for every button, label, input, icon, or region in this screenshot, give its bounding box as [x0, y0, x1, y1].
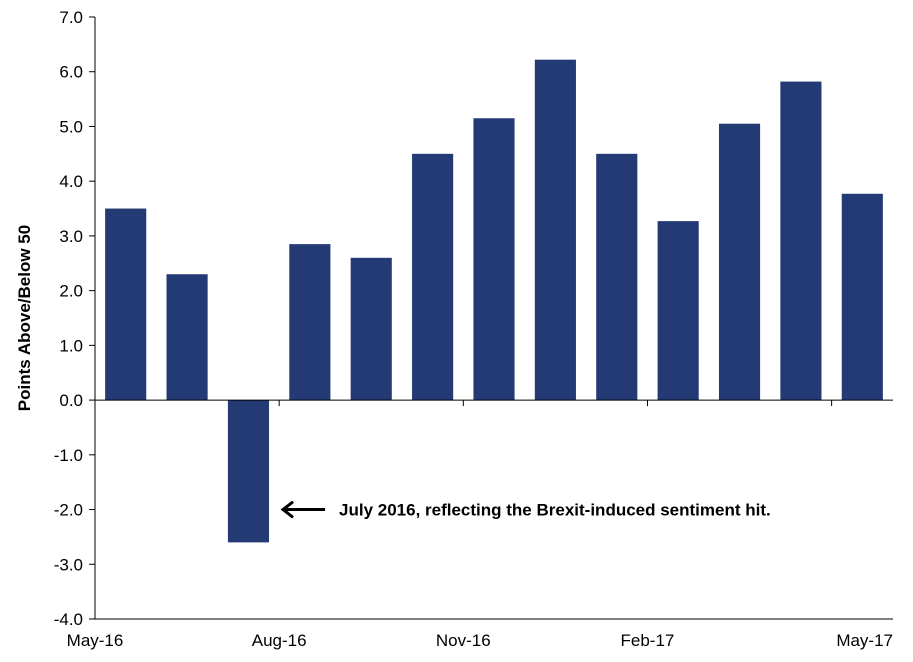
y-axis-title: Points Above/Below 50 — [15, 225, 34, 411]
x-tick-label: May-17 — [836, 631, 893, 650]
bar-Jan-17 — [596, 154, 637, 400]
y-tick-label: -3.0 — [54, 555, 83, 574]
y-tick-label: 1.0 — [59, 336, 83, 355]
y-tick-label: 7.0 — [59, 8, 83, 27]
bar-Sep-16 — [351, 258, 392, 400]
bar-Jun-16 — [167, 274, 208, 400]
y-tick-label: 5.0 — [59, 117, 83, 136]
y-tick-label: -2.0 — [54, 501, 83, 520]
y-tick-label: 0.0 — [59, 391, 83, 410]
bar-Jul-16 — [228, 400, 269, 542]
y-tick-label: 4.0 — [59, 172, 83, 191]
bar-Apr-17 — [780, 82, 821, 401]
bar-May-16 — [105, 209, 146, 401]
bar-series — [105, 60, 883, 543]
bar-Feb-17 — [658, 221, 699, 400]
annotation-text: July 2016, reflecting the Brexit-induced… — [339, 501, 771, 520]
x-axis-ticks — [279, 400, 831, 406]
y-axis-ticks — [89, 17, 95, 619]
bar-chart: -4.0 -3.0 -2.0 -1.0 0.0 1.0 2.0 3.0 4.0 5.0 6.0 7.0… — [0, 0, 913, 662]
bar-Dec-16 — [535, 60, 576, 400]
bar-Aug-16 — [289, 244, 330, 400]
y-axis-tick-labels: -4.0 -3.0 -2.0 -1.0 0.0 1.0 2.0 3.0 4.0 5.0 6.0 7.0 — [54, 8, 83, 629]
y-tick-label: 6.0 — [59, 63, 83, 82]
bar-Oct-16 — [412, 154, 453, 400]
x-tick-label: Feb-17 — [621, 631, 675, 650]
x-axis-tick-labels: May-16 Aug-16 Nov-16 Feb-17 May-17 — [67, 631, 893, 650]
bar-Nov-16 — [473, 118, 514, 400]
y-tick-label: 3.0 — [59, 227, 83, 246]
y-tick-label: -1.0 — [54, 446, 83, 465]
x-tick-label: Nov-16 — [436, 631, 491, 650]
y-tick-label: 2.0 — [59, 282, 83, 301]
bar-May-17 — [842, 194, 883, 400]
bar-Mar-17 — [719, 124, 760, 400]
x-tick-label: May-16 — [67, 631, 124, 650]
y-tick-label: -4.0 — [54, 610, 83, 629]
annotation: July 2016, reflecting the Brexit-induced… — [283, 501, 771, 520]
x-tick-label: Aug-16 — [252, 631, 307, 650]
